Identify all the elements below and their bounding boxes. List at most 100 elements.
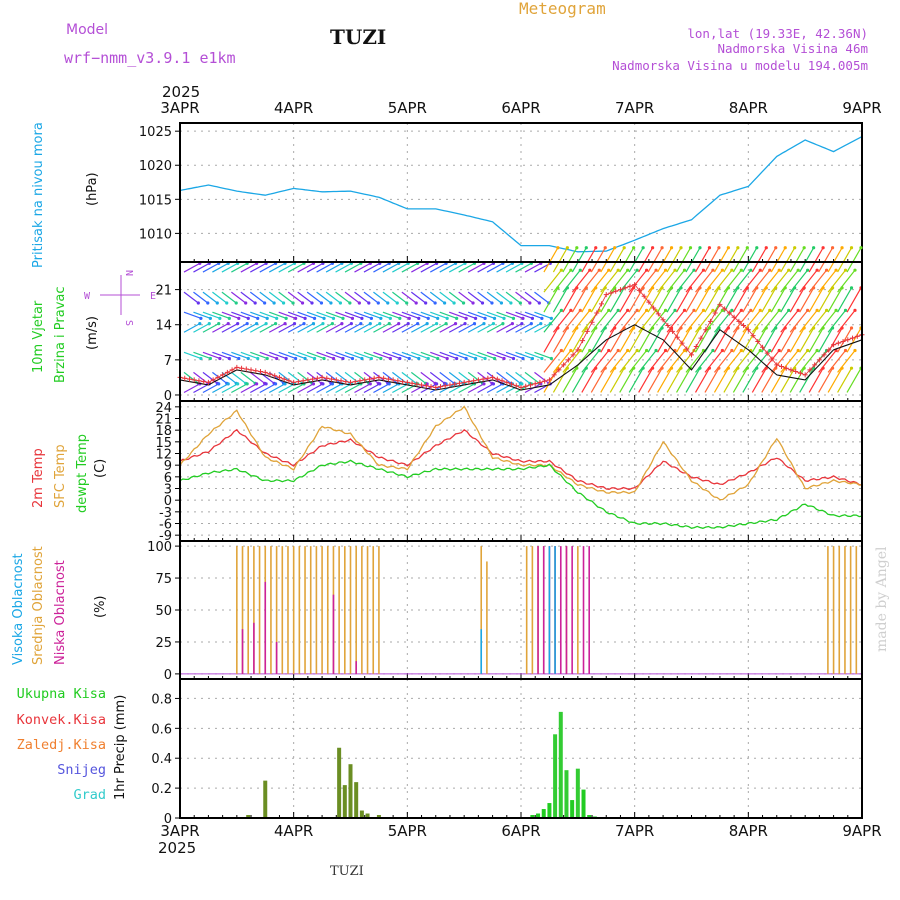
wind-barb bbox=[846, 247, 862, 273]
wind-barb-head bbox=[575, 246, 579, 250]
wind-barb-head bbox=[644, 308, 649, 312]
wind-barb bbox=[846, 327, 862, 353]
wind-barb-head bbox=[815, 268, 819, 272]
wind-barb bbox=[657, 309, 676, 333]
wind-barb bbox=[193, 323, 210, 333]
wind-barb bbox=[221, 291, 237, 304]
wind-label-1: 10m Vjetar bbox=[31, 300, 46, 373]
wind-barb-head bbox=[490, 301, 494, 305]
time-label-bottom: 9APR bbox=[842, 822, 881, 840]
wind-barb bbox=[600, 327, 616, 353]
wind-barb bbox=[259, 351, 277, 360]
wind-barb bbox=[325, 351, 344, 360]
wind-barb bbox=[392, 323, 409, 333]
wind-barb bbox=[751, 309, 771, 333]
wind-barb-head bbox=[246, 316, 250, 320]
wind-barb bbox=[344, 351, 363, 360]
time-label-top: 5APR bbox=[388, 99, 427, 117]
wind-barb-head bbox=[501, 322, 505, 326]
wind-barb bbox=[221, 323, 238, 333]
wind-barb bbox=[486, 323, 504, 333]
wind-barb bbox=[732, 247, 748, 273]
wind-barb bbox=[202, 351, 221, 360]
ytick-label: 7 bbox=[164, 354, 172, 369]
wind-barb-head bbox=[682, 268, 687, 272]
ytick-label: 3 bbox=[164, 483, 172, 498]
wind-barb bbox=[799, 247, 815, 273]
wind-barb bbox=[240, 311, 258, 319]
cloud-label-low: Niska Oblacnost bbox=[53, 560, 68, 665]
wind-barb-head bbox=[483, 356, 487, 361]
wind-barb-head bbox=[663, 348, 668, 353]
wind-label-2: Brzina i Pravac bbox=[53, 286, 68, 383]
wind-barb-head bbox=[849, 246, 854, 250]
wind-barb bbox=[429, 291, 445, 304]
wind-barb-head bbox=[227, 356, 231, 361]
wind-barb-head bbox=[471, 301, 475, 305]
wind-barb-head bbox=[215, 301, 219, 305]
wind-barb bbox=[193, 262, 210, 273]
wind-barb bbox=[382, 351, 401, 360]
wind-barb-head bbox=[436, 316, 440, 320]
legend-graupel: Grad bbox=[73, 787, 106, 803]
wind-barb-head bbox=[461, 301, 466, 305]
wind-barb bbox=[647, 367, 663, 393]
wind-barb-head bbox=[492, 316, 497, 320]
wind-barb-head bbox=[635, 348, 639, 353]
wind-barb bbox=[808, 367, 824, 393]
wind-barb bbox=[212, 383, 229, 393]
wind-barb-head bbox=[692, 268, 696, 272]
wind-barb bbox=[259, 291, 275, 304]
wind-barb bbox=[477, 262, 494, 273]
wind-barb bbox=[230, 371, 247, 384]
wind-barb-head bbox=[275, 316, 279, 320]
wind-barb-head bbox=[398, 356, 402, 361]
wind-barb bbox=[628, 309, 648, 333]
wind-barb-head bbox=[528, 301, 532, 305]
wind-barb bbox=[638, 247, 654, 273]
precip-bar bbox=[575, 768, 580, 818]
wind-barb-head bbox=[584, 246, 588, 250]
wind-barb bbox=[638, 350, 657, 373]
wind-barb bbox=[363, 291, 379, 304]
wind-barb bbox=[325, 383, 343, 393]
wind-barb-head bbox=[673, 308, 677, 312]
wind-barb-head bbox=[294, 356, 298, 361]
wind-barb bbox=[789, 327, 805, 353]
wind-barb bbox=[297, 323, 314, 333]
wind-barb bbox=[742, 287, 758, 313]
wind-barb bbox=[458, 383, 475, 393]
ytick-label: 0 bbox=[164, 668, 172, 683]
wind-barb-head bbox=[303, 316, 307, 320]
wind-barb bbox=[751, 327, 767, 353]
watermark: made by Angel bbox=[874, 546, 890, 652]
wind-barb bbox=[335, 311, 353, 319]
wind-barb bbox=[647, 309, 667, 333]
wind-barb bbox=[401, 262, 418, 273]
wind-barb-head bbox=[730, 348, 734, 353]
wind-barb bbox=[742, 309, 761, 333]
wind-barb-head bbox=[303, 356, 307, 361]
wind-barb bbox=[666, 327, 682, 353]
wind-barb-head bbox=[607, 348, 611, 353]
wind-barb-head bbox=[379, 356, 383, 361]
wind-barb-head bbox=[263, 301, 267, 305]
wind-barb-head bbox=[796, 268, 800, 272]
wind-barb bbox=[524, 262, 542, 273]
wind-barb-head bbox=[730, 268, 734, 272]
wind-barb bbox=[742, 247, 758, 273]
wind-barb bbox=[467, 351, 486, 360]
wind-barb-head bbox=[273, 382, 278, 386]
wind-barb bbox=[780, 309, 799, 333]
wind-barb-head bbox=[453, 322, 458, 326]
wind-barb-head bbox=[349, 322, 353, 326]
wind-barb bbox=[325, 371, 341, 384]
panel-wind: 0 7 14 21 bbox=[155, 246, 865, 404]
wind-barb bbox=[600, 309, 619, 333]
ytick-label: 1015 bbox=[139, 193, 172, 208]
wind-barb bbox=[723, 367, 739, 393]
wind-barb-head bbox=[730, 308, 734, 312]
time-label-bottom: 4APR bbox=[274, 822, 313, 840]
wind-barb-head bbox=[244, 301, 248, 305]
wind-barb bbox=[827, 269, 846, 293]
